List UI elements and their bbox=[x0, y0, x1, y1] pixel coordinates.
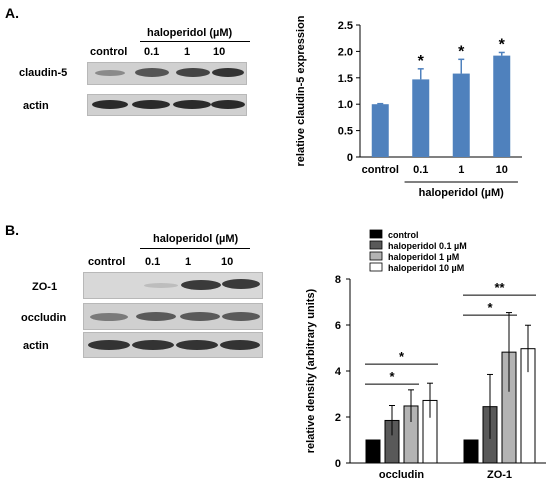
significance-star: * bbox=[399, 349, 405, 364]
significance-star: * bbox=[499, 36, 506, 53]
blot-b-actin-strip bbox=[83, 332, 263, 358]
y-tick-label: 4 bbox=[335, 366, 342, 378]
blot-band bbox=[180, 312, 220, 321]
significance-star: ** bbox=[494, 280, 505, 295]
blot-a-claudin5-strip bbox=[87, 62, 247, 85]
x-category-label: ZO-1 bbox=[487, 469, 512, 481]
legend-swatch bbox=[369, 262, 383, 272]
blot-b-lane-label: control bbox=[88, 256, 126, 268]
y-tick-label: 1.5 bbox=[338, 73, 353, 85]
y-tick-label: 2.5 bbox=[338, 20, 353, 32]
y-tick-label: 8 bbox=[335, 274, 341, 286]
blot-band bbox=[90, 313, 128, 321]
bar-1 bbox=[452, 73, 470, 157]
x-axis-label: haloperidol (µM) bbox=[419, 187, 505, 199]
tight-junction-bar-chart: 0 2 4 6 8 relative density (arbitrary units) c… bbox=[305, 229, 546, 481]
blot-b-row-label: ZO-1 bbox=[32, 281, 58, 293]
blot-a-row-label: claudin-5 bbox=[19, 67, 68, 79]
x-tick-label: 1 bbox=[458, 164, 464, 176]
blot-b-treatment-line bbox=[140, 248, 250, 249]
blot-band bbox=[222, 312, 260, 321]
claudin5-bar-chart: 0 0.5 1.0 1.5 2.0 2.5 control * 0.1 * 1 * 10 haloperi… bbox=[295, 15, 522, 199]
blot-b-lane-label: 10 bbox=[221, 256, 234, 268]
blot-band bbox=[132, 340, 174, 350]
blot-b-lane-label: 0.1 bbox=[145, 256, 161, 268]
legend-swatch bbox=[369, 251, 383, 261]
blot-a-lane-label: control bbox=[90, 46, 128, 58]
y-tick-label: 0.5 bbox=[338, 126, 353, 138]
bar-ZO-1 bbox=[463, 439, 479, 464]
significance-star: * bbox=[389, 369, 395, 384]
blot-b-lane-label: 1 bbox=[185, 256, 192, 268]
blot-band bbox=[92, 100, 128, 109]
y-axis-label: relative density (arbitrary units) bbox=[305, 288, 317, 453]
x-tick-label: 10 bbox=[496, 164, 508, 176]
legend-swatch bbox=[369, 229, 383, 239]
blot-a-treatment-line bbox=[140, 41, 250, 42]
blot-band bbox=[173, 100, 211, 109]
legend-swatch bbox=[369, 240, 383, 250]
x-category-label: occludin bbox=[379, 469, 425, 481]
blot-band bbox=[181, 280, 221, 290]
blot-band bbox=[211, 100, 245, 109]
blot-band bbox=[95, 70, 125, 76]
blot-b-occludin-strip bbox=[83, 303, 263, 330]
blot-band bbox=[135, 68, 169, 77]
legend-label: haloperidol 10 µM bbox=[388, 263, 464, 273]
x-tick-label: 0.1 bbox=[413, 164, 428, 176]
blot-band bbox=[132, 100, 170, 109]
blot-band bbox=[220, 340, 260, 350]
blot-a-lane-label: 1 bbox=[184, 46, 191, 58]
legend-label: haloperidol 0.1 µM bbox=[388, 241, 467, 251]
significance-star: * bbox=[458, 43, 465, 60]
blot-band bbox=[136, 312, 176, 321]
blot-band bbox=[88, 340, 130, 350]
blot-band bbox=[176, 68, 210, 77]
panel-a-label: A. bbox=[5, 5, 19, 21]
y-tick-label: 6 bbox=[335, 320, 341, 332]
blot-b-row-label: actin bbox=[23, 340, 49, 352]
blot-band bbox=[212, 68, 244, 77]
y-tick-label: 1.0 bbox=[338, 99, 353, 111]
blot-a-treatment-label: haloperidol (µM) bbox=[147, 27, 233, 39]
significance-star: * bbox=[418, 53, 425, 70]
blot-a-actin-strip bbox=[87, 94, 247, 116]
bar-0.1 bbox=[412, 79, 430, 157]
panel-b-label: B. bbox=[5, 222, 19, 238]
blot-a-lane-label: 0.1 bbox=[144, 46, 160, 58]
y-tick-label: 2.0 bbox=[338, 46, 353, 58]
blot-band bbox=[176, 340, 218, 350]
blot-b-zo1-strip bbox=[83, 272, 263, 299]
bar-10 bbox=[493, 55, 511, 157]
y-axis-label: relative claudin-5 expression bbox=[295, 15, 307, 166]
significance-star: * bbox=[487, 300, 493, 315]
blot-b-row-label: occludin bbox=[21, 312, 67, 324]
legend-label: haloperidol 1 µM bbox=[388, 252, 459, 262]
y-tick-label: 0 bbox=[335, 458, 341, 470]
legend-label: control bbox=[388, 230, 419, 240]
blot-band bbox=[222, 279, 260, 289]
bar-control bbox=[371, 104, 389, 157]
blot-a-row-label: actin bbox=[23, 100, 49, 112]
blot-a-lane-label: 10 bbox=[213, 46, 226, 58]
blot-b-treatment-label: haloperidol (µM) bbox=[153, 233, 239, 245]
blot-band bbox=[144, 283, 178, 288]
x-tick-label: control bbox=[362, 164, 399, 176]
y-tick-label: 0 bbox=[347, 152, 353, 164]
y-tick-label: 2 bbox=[335, 412, 341, 424]
bar-occludin bbox=[365, 439, 381, 464]
